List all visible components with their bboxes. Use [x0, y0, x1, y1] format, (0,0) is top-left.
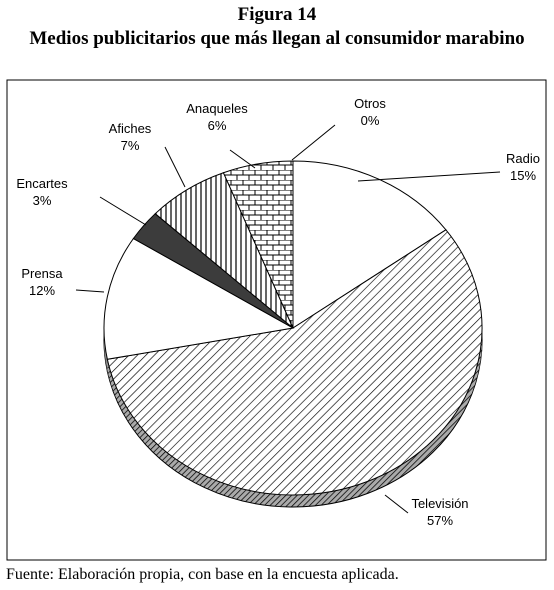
plot-frame: [6, 79, 547, 561]
slice-label: Encartes: [16, 176, 68, 191]
slice: [103, 237, 295, 360]
leader-line: [384, 494, 409, 514]
leader-line: [99, 196, 147, 226]
value-label: 57%: [427, 513, 453, 528]
leader-line: [229, 149, 256, 169]
value-label: 7%: [121, 138, 140, 153]
leader-line: [357, 171, 501, 182]
source-note: Fuente: Elaboración propia, con base en …: [6, 566, 399, 583]
leader-line: [164, 146, 186, 188]
slice: [106, 229, 483, 496]
slice: [222, 160, 294, 329]
chart-title: Medios publicitarios que más llegan al c…: [29, 28, 525, 49]
leader-line: [75, 289, 105, 293]
slice-label: Radio: [506, 151, 540, 166]
slice-label: Afiches: [109, 121, 152, 136]
value-label: 15%: [510, 168, 536, 183]
slice-label: Otros: [354, 96, 386, 111]
leader-line: [291, 124, 336, 161]
value-label: 3%: [33, 193, 52, 208]
slice-label: Prensa: [21, 266, 63, 281]
value-label: 0%: [361, 113, 380, 128]
value-label: 12%: [29, 283, 55, 298]
figure-label: Figura 14: [237, 4, 317, 25]
slice-label: Anaqueles: [186, 101, 248, 116]
value-label: 6%: [208, 118, 227, 133]
slice-label: Televisión: [411, 496, 468, 511]
